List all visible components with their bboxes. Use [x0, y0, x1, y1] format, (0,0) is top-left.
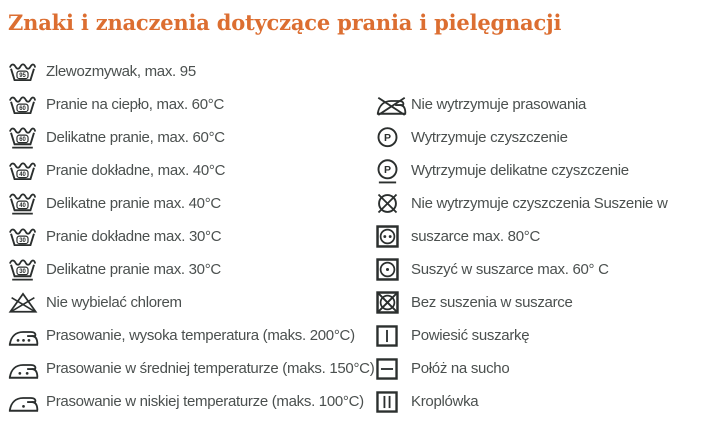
svg-text:P: P [384, 164, 391, 176]
dry-clean-p-icon: P [376, 126, 411, 149]
care-symbol-label: suszarce max. 80°C [411, 228, 540, 245]
hang-dry-line-icon [376, 324, 411, 347]
svg-text:40: 40 [19, 172, 26, 178]
care-symbol-label: Zlewozmywak, max. 95 [46, 63, 196, 80]
columns-container: 95 Zlewozmywak, max. 95 60 Pranie na cie… [8, 55, 718, 418]
care-symbol-row: 60 Delikatne pranie, max. 60°C [8, 121, 376, 154]
iron-low-icon [8, 391, 46, 413]
care-symbol-row: P Wytrzymuje delikatne czyszczenie [376, 154, 718, 187]
svg-text:60: 60 [19, 137, 26, 143]
tumble-dry-two-dots-icon [376, 225, 411, 248]
left-column: 95 Zlewozmywak, max. 95 60 Pranie na cie… [8, 55, 376, 418]
no-bleach-icon [8, 292, 46, 313]
care-symbols-page: Znaki i znaczenia dotyczące prania i pie… [8, 10, 718, 418]
drip-dry-lines-icon [376, 390, 411, 413]
care-symbol-row: 30 Pranie dokładne max. 30°C [8, 220, 376, 253]
care-symbol-label: Delikatne pranie max. 40°C [46, 195, 221, 212]
care-symbol-label: Prasowanie w średniej temperaturze (maks… [46, 360, 375, 377]
care-symbol-row: 40 Pranie dokładne, max. 40°C [8, 154, 376, 187]
care-symbol-label: Prasowanie, wysoka temperatura (maks. 20… [46, 327, 355, 344]
iron-medium-icon [8, 358, 46, 380]
iron-high-icon [8, 325, 46, 347]
svg-text:30: 30 [19, 269, 26, 275]
care-symbol-label: Nie wytrzymuje prasowania [411, 96, 587, 113]
care-symbol-row: Prasowanie, wysoka temperatura (maks. 20… [8, 319, 376, 352]
care-symbol-label: Powiesić suszarkę [411, 327, 530, 344]
care-symbol-row: 40 Delikatne pranie max. 40°C [8, 187, 376, 220]
care-symbol-label: Wytrzymuje delikatne czyszczenie [411, 162, 629, 179]
care-symbol-row: P Wytrzymuje czyszczenie [376, 121, 718, 154]
no-tumble-dry-icon [376, 291, 411, 314]
care-symbol-label: Delikatne pranie max. 30°C [46, 261, 221, 278]
wash-tub-30-delicate-icon: 30 [8, 258, 46, 281]
care-symbol-row: Prasowanie w średniej temperaturze (maks… [8, 352, 376, 385]
care-symbol-row: Kroplówka [376, 385, 718, 418]
svg-text:95: 95 [19, 73, 26, 79]
svg-text:40: 40 [19, 203, 26, 209]
care-symbol-label: Suszyć w suszarce max. 60° C [411, 261, 609, 278]
care-symbol-label: Delikatne pranie, max. 60°C [46, 129, 225, 146]
dry-clean-p-delicate-icon: P [376, 158, 411, 184]
svg-text:60: 60 [19, 106, 26, 112]
care-symbol-label: Połóż na sucho [411, 360, 510, 377]
care-symbol-label: Pranie dokładne, max. 40°C [46, 162, 226, 179]
care-symbol-row: 95 Zlewozmywak, max. 95 [8, 55, 376, 88]
care-symbol-row: 60 Pranie na ciepło, max. 60°C [8, 88, 376, 121]
care-symbol-row: Bez suszenia w suszarce [376, 286, 718, 319]
page-title: Znaki i znaczenia dotyczące prania i pie… [8, 10, 562, 35]
wash-tub-60-delicate-icon: 60 [8, 126, 46, 149]
care-symbol-row: Suszyć w suszarce max. 60° C [376, 253, 718, 286]
wash-tub-30-icon: 30 [8, 227, 46, 246]
care-symbol-label: Nie wytrzymuje czyszczenia Suszenie w [411, 195, 668, 212]
no-dry-clean-icon [376, 192, 411, 215]
care-symbol-label: Wytrzymuje czyszczenie [411, 129, 568, 146]
care-symbol-row: Nie wytrzymuje czyszczenia Suszenie w [376, 187, 718, 220]
care-symbol-label: Kroplówka [411, 393, 479, 410]
care-symbol-row: Powiesić suszarkę [376, 319, 718, 352]
wash-tub-60-icon: 60 [8, 95, 46, 114]
care-symbol-label: Nie wybielać chlorem [46, 294, 182, 311]
care-symbol-row: Prasowanie w niskiej temperaturze (maks.… [8, 385, 376, 418]
care-symbol-label: Pranie na ciepło, max. 60°C [46, 96, 224, 113]
care-symbol-row: suszarce max. 80°C [376, 220, 718, 253]
dry-flat-line-icon [376, 357, 411, 380]
care-symbol-label: Prasowanie w niskiej temperaturze (maks.… [46, 393, 364, 410]
care-symbol-row: Nie wybielać chlorem [8, 286, 376, 319]
tumble-dry-one-dot-icon [376, 258, 411, 281]
wash-tub-40-delicate-icon: 40 [8, 192, 46, 215]
care-symbol-row: Połóż na sucho [376, 352, 718, 385]
svg-text:P: P [384, 132, 391, 144]
wash-tub-95-icon: 95 [8, 62, 46, 81]
no-ironing-icon [376, 94, 411, 116]
right-column: Nie wytrzymuje prasowania P Wytrzymuje c… [376, 88, 718, 418]
care-symbol-label: Pranie dokładne max. 30°C [46, 228, 222, 245]
care-symbol-row: 30 Delikatne pranie max. 30°C [8, 253, 376, 286]
wash-tub-40-icon: 40 [8, 161, 46, 180]
svg-text:30: 30 [19, 238, 26, 244]
care-symbol-label: Bez suszenia w suszarce [411, 294, 573, 311]
care-symbol-row: Nie wytrzymuje prasowania [376, 88, 718, 121]
